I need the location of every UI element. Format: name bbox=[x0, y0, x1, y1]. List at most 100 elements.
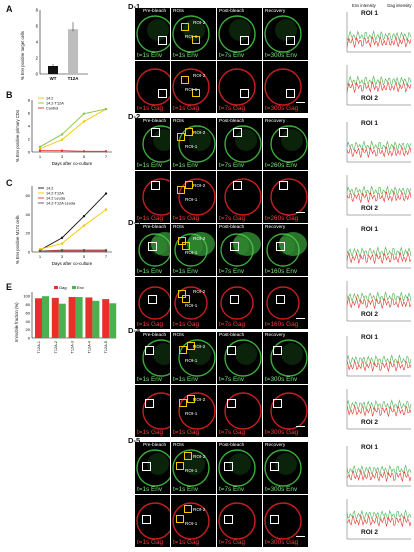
gag-cell-outline bbox=[264, 68, 302, 106]
roi-box bbox=[276, 241, 285, 251]
y-tick-label: 6 bbox=[36, 24, 39, 29]
y-tick-label: 60 bbox=[26, 310, 31, 315]
env-image-tile: ROIs ROI-1 ROI-2 t=1s Env bbox=[171, 8, 216, 60]
gag-image-tile: t=7s Gag bbox=[217, 495, 262, 547]
timepoint-label: t=1s Env bbox=[137, 162, 163, 169]
y-tick-label: 4 bbox=[28, 124, 31, 129]
roi-box bbox=[233, 181, 242, 190]
timepoint-label: t=1s Env bbox=[173, 268, 199, 275]
gag-image-tile: t=1s Gag bbox=[135, 277, 170, 329]
category-label: T12A-3 bbox=[71, 341, 75, 353]
roi-box bbox=[276, 294, 285, 304]
roi-1-trace-label: ROI 1 bbox=[361, 226, 378, 233]
data-point bbox=[60, 138, 64, 141]
panel-e-chart: 0 20 40 60 80 100 Gag Env T12A-1 T12A-2 T12A-3 T12A… bbox=[23, 285, 117, 353]
timepoint-label: t=300s Env bbox=[265, 52, 298, 59]
roi-2-label: ROI-2 bbox=[193, 183, 206, 188]
roi-box bbox=[227, 399, 236, 408]
d-column-header: ROIs bbox=[173, 225, 184, 230]
d-column-header: Recovery bbox=[265, 119, 286, 124]
x-tick-label: 1 bbox=[39, 254, 42, 259]
data-point bbox=[38, 247, 42, 251]
roi-box bbox=[145, 346, 154, 355]
gag-image-tile: t=300s Gag bbox=[263, 61, 308, 113]
roi-1-box bbox=[182, 294, 190, 303]
roi-1-box bbox=[176, 515, 184, 523]
roi-1-box bbox=[176, 462, 184, 470]
gag-cell-outline bbox=[138, 286, 170, 320]
d-column-header: Pre-bleach bbox=[143, 9, 167, 14]
roi-1-label: ROI-1 bbox=[185, 468, 198, 473]
scale-bar bbox=[296, 425, 305, 427]
panel-c: C % Env positive M174 cells 0 20 40 60 1 3 5 7 D… bbox=[0, 172, 120, 272]
d-row-label: D-3 bbox=[128, 218, 141, 227]
timepoint-label: t=1s Gag bbox=[137, 429, 164, 436]
roi-1-label: ROI-1 bbox=[185, 358, 198, 363]
roi-2-trace-plot: ROI 2 bbox=[341, 171, 414, 223]
panel-e: E Immobile fraction (%) 0 20 40 60 80 100 Gag E… bbox=[0, 282, 120, 377]
bar bbox=[92, 300, 100, 338]
env-image-tile: Recovery t=300s Env bbox=[263, 8, 308, 60]
d-row-label: D-4 bbox=[128, 326, 141, 335]
roi-2-trace-label: ROI 2 bbox=[361, 419, 378, 426]
env-cell-outline bbox=[172, 449, 210, 487]
data-point bbox=[82, 112, 86, 115]
legend-label: 14.2 Leu3a bbox=[46, 197, 66, 201]
x-tick-label: 3 bbox=[61, 154, 64, 159]
timepoint-label: t=7s Env bbox=[219, 376, 245, 383]
legend-label: 14.2-T12A bbox=[46, 102, 64, 106]
env-image-tile: Pre-bleach t=1s Env bbox=[135, 118, 170, 170]
y-tick-label: 2 bbox=[28, 137, 31, 142]
intensity-trace bbox=[346, 175, 412, 216]
d-column-header: Recovery bbox=[265, 443, 286, 448]
env-cell-outline bbox=[224, 339, 262, 377]
roi-2-box bbox=[178, 236, 186, 245]
bar bbox=[35, 298, 42, 338]
legend-label: Control bbox=[46, 107, 58, 111]
d-column-header: Post-bleach bbox=[219, 9, 245, 14]
legend-label: 14.2-T12A bbox=[46, 192, 64, 196]
series-line bbox=[40, 150, 106, 152]
roi-box bbox=[142, 515, 151, 524]
gag-image-tile: t=260s Gag bbox=[263, 171, 308, 223]
roi-box bbox=[286, 88, 295, 98]
timepoint-label: t=7s Gag bbox=[219, 321, 246, 328]
bar bbox=[85, 297, 93, 338]
y-tick-label: 6 bbox=[28, 111, 31, 116]
roi-2-label: ROI-2 bbox=[193, 130, 206, 135]
timepoint-label: t=1s Gag bbox=[173, 539, 200, 546]
env-image-tile: Recovery t=300s Env bbox=[263, 332, 308, 384]
series-line bbox=[39, 209, 107, 250]
env-image-tile: ROIs ROI-1 ROI-2 t=1s Env bbox=[171, 332, 216, 384]
roi-box bbox=[224, 462, 233, 471]
bar bbox=[109, 303, 117, 338]
data-point bbox=[104, 192, 108, 195]
env-image-tile: Post-bleach t=7s Env bbox=[217, 332, 262, 384]
env-image-tile: ROIs ROI-1 ROI-2 t=1s Env bbox=[171, 224, 216, 276]
scale-bar bbox=[296, 317, 305, 319]
timepoint-label: t=1s Gag bbox=[173, 429, 200, 436]
gag-cell-outline bbox=[142, 392, 170, 430]
category-label: T12A-2 bbox=[54, 341, 58, 353]
env-cell-outline bbox=[224, 125, 262, 163]
roi-box bbox=[227, 346, 236, 355]
env-image-tile: Pre-bleach t=1s Env bbox=[135, 8, 170, 60]
roi-box bbox=[230, 294, 239, 304]
d-column-header: Pre-bleach bbox=[143, 443, 167, 448]
timepoint-label: t=1s Gag bbox=[137, 539, 164, 546]
env-cell-outline bbox=[136, 449, 170, 487]
gag-cell-outline bbox=[220, 286, 254, 320]
d-column-header: ROIs bbox=[173, 443, 184, 448]
intensity-trace bbox=[346, 65, 412, 106]
roi-box bbox=[273, 399, 282, 408]
gag-image-tile: t=7s Gag bbox=[217, 385, 262, 437]
timepoint-label: t=1s Env bbox=[173, 376, 199, 383]
d-column-header: Pre-bleach bbox=[143, 119, 167, 124]
env-image-tile: Pre-bleach t=1s Env bbox=[135, 224, 170, 276]
d-row-label: D-5 bbox=[128, 436, 141, 445]
roi-box bbox=[286, 35, 295, 45]
scale-bar bbox=[296, 211, 305, 213]
gag-cell-outline bbox=[178, 178, 216, 216]
gag-cell-outline bbox=[224, 392, 262, 430]
